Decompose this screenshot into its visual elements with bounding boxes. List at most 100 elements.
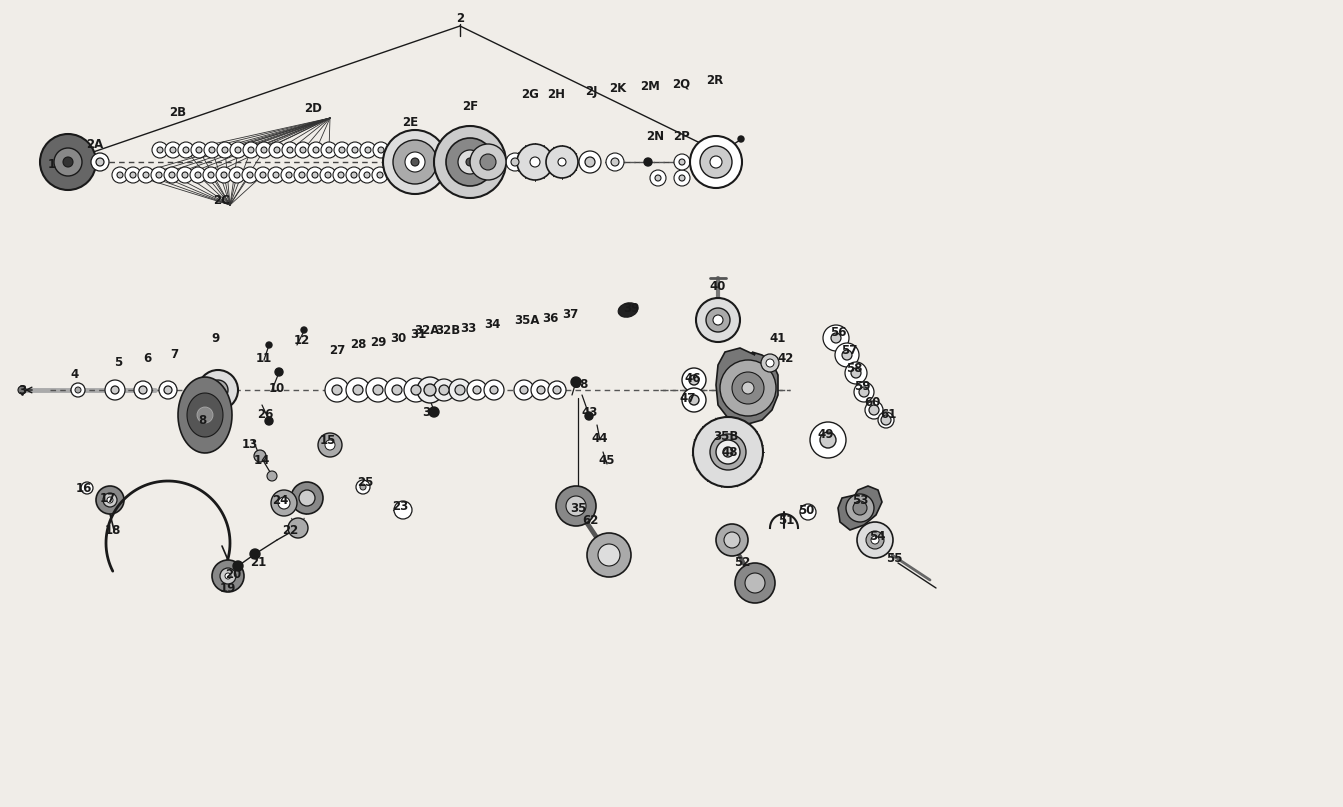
Circle shape [95,486,124,514]
Circle shape [271,490,297,516]
Circle shape [346,167,363,183]
Circle shape [107,497,113,503]
Circle shape [557,158,565,166]
Circle shape [158,381,177,399]
Circle shape [191,142,207,158]
Circle shape [138,386,146,394]
Circle shape [650,170,666,186]
Text: 2: 2 [455,11,465,24]
Circle shape [530,157,540,167]
Text: 44: 44 [592,432,608,445]
Circle shape [318,433,342,457]
Text: 25: 25 [357,475,373,488]
Circle shape [266,342,273,348]
Circle shape [274,147,279,153]
Ellipse shape [618,303,638,317]
Text: 50: 50 [798,504,814,516]
Circle shape [680,159,685,165]
Text: 38: 38 [572,378,588,391]
Circle shape [352,147,359,153]
Circle shape [455,385,465,395]
Text: 41: 41 [770,332,786,345]
Circle shape [831,333,841,343]
Text: 54: 54 [869,530,885,543]
Text: 33: 33 [459,321,477,334]
Text: 27: 27 [329,344,345,357]
Circle shape [54,148,82,176]
Circle shape [854,382,874,402]
Circle shape [682,388,706,412]
Circle shape [598,544,620,566]
Text: 8: 8 [197,413,205,427]
Text: 1: 1 [48,158,56,172]
Text: 58: 58 [846,362,862,374]
Circle shape [81,482,93,494]
Text: 12: 12 [294,333,310,346]
Circle shape [745,573,766,593]
Circle shape [17,386,26,394]
Text: 2R: 2R [706,73,724,86]
Text: 18: 18 [105,524,121,537]
Circle shape [556,486,596,526]
Text: 62: 62 [582,513,598,526]
Circle shape [346,142,363,158]
Circle shape [320,167,336,183]
Text: 13: 13 [242,438,258,451]
Circle shape [103,493,117,507]
Circle shape [95,158,103,166]
Text: 26: 26 [257,408,273,421]
Circle shape [291,482,324,514]
Circle shape [723,447,733,457]
Circle shape [255,167,271,183]
Circle shape [267,471,277,481]
Text: 32B: 32B [435,324,461,337]
Circle shape [220,568,236,584]
Circle shape [222,147,228,153]
Polygon shape [716,348,778,424]
Text: 9: 9 [211,332,219,345]
Circle shape [195,172,201,178]
Text: 28: 28 [349,338,367,352]
Circle shape [404,378,428,402]
Circle shape [165,142,181,158]
Text: 35A: 35A [514,313,540,327]
Circle shape [247,172,252,178]
Text: 5: 5 [114,356,122,369]
Circle shape [177,167,193,183]
Circle shape [234,172,240,178]
Text: 6: 6 [142,352,152,365]
Circle shape [821,432,835,448]
Circle shape [134,381,152,399]
Circle shape [383,130,447,194]
Circle shape [254,450,266,462]
Circle shape [860,387,869,397]
Circle shape [869,405,880,415]
Circle shape [156,172,163,178]
Text: 35B: 35B [713,430,739,444]
Circle shape [406,152,424,172]
Circle shape [301,327,308,333]
Circle shape [346,378,371,402]
Circle shape [490,386,498,394]
Circle shape [287,147,293,153]
Circle shape [553,386,561,394]
Text: 2G: 2G [521,89,539,102]
Circle shape [216,167,232,183]
Polygon shape [187,393,223,437]
Circle shape [446,138,494,186]
Circle shape [218,142,232,158]
Text: 7: 7 [171,348,179,361]
Circle shape [265,417,273,425]
Circle shape [851,368,861,378]
Text: 48: 48 [721,445,739,458]
Circle shape [377,147,384,153]
Text: 32A: 32A [414,324,439,337]
Circle shape [111,386,120,394]
Circle shape [308,167,324,183]
Circle shape [373,385,383,395]
Circle shape [299,147,306,153]
Circle shape [235,147,240,153]
Text: 61: 61 [880,408,896,421]
Circle shape [157,147,163,153]
Text: 2D: 2D [304,102,322,115]
